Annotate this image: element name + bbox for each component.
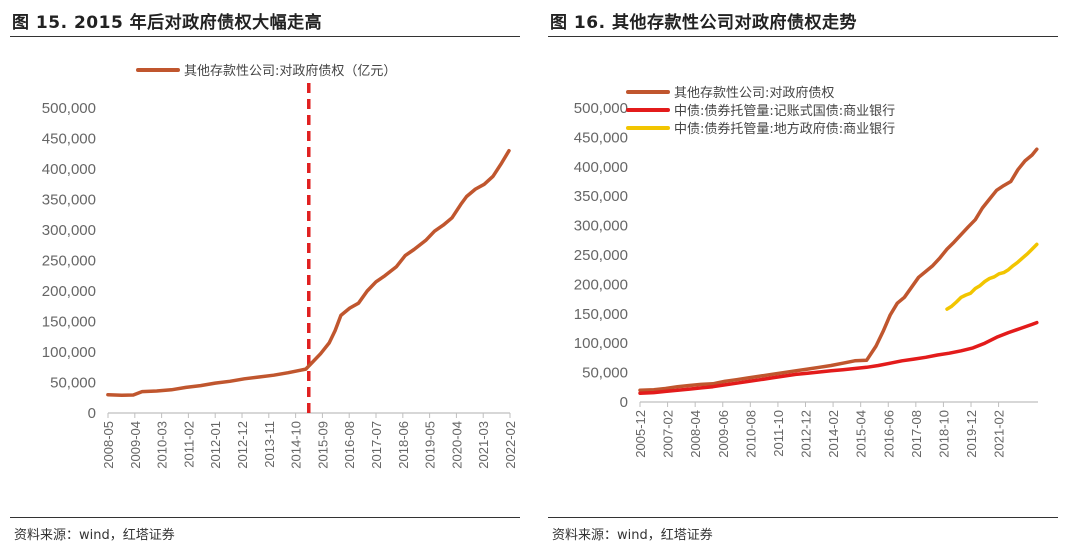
x-tick-label: 2019-05 xyxy=(423,421,438,469)
source-note: 资料来源：wind，红塔证券 xyxy=(14,528,175,543)
y-tick-label: 400,000 xyxy=(42,161,96,178)
y-tick-label: 250,000 xyxy=(574,247,628,264)
x-tick-label: 2010-03 xyxy=(155,421,170,469)
y-tick-label: 50,000 xyxy=(582,365,628,382)
figure-16-title: 图 16. 其他存款性公司对政府债权走势 xyxy=(550,13,857,33)
y-tick-label: 0 xyxy=(88,405,96,422)
x-tick-label: 2009-04 xyxy=(128,421,143,469)
source-note: 资料来源：wind，红塔证券 xyxy=(552,528,713,543)
x-tick-label: 2018-10 xyxy=(936,410,951,458)
x-tick-label: 2012-12 xyxy=(799,410,814,458)
y-tick-label: 450,000 xyxy=(574,129,628,146)
x-tick-label: 2019-12 xyxy=(964,410,979,458)
y-tick-label: 350,000 xyxy=(42,192,96,209)
x-tick-label: 2011-02 xyxy=(181,421,196,468)
x-tick-label: 2008-05 xyxy=(101,421,116,469)
x-tick-label: 2015-09 xyxy=(315,421,330,469)
x-tick-label: 2012-12 xyxy=(235,421,250,469)
legend-label-3: 中债:债券托管量:地方政府债:商业银行 xyxy=(674,121,895,137)
y-tick-label: 100,000 xyxy=(42,344,96,361)
y-tick-label: 200,000 xyxy=(574,276,628,293)
x-tick-label: 2016-08 xyxy=(342,421,357,469)
x-tick-label: 2015-04 xyxy=(854,410,869,458)
legend-label-1: 其他存款性公司:对政府债权（亿元） xyxy=(184,63,396,79)
y-tick-label: 150,000 xyxy=(574,306,628,323)
title-divider xyxy=(548,36,1058,37)
series-line-1 xyxy=(638,147,1039,392)
x-tick-label: 2017-08 xyxy=(909,410,924,458)
y-tick-label: 300,000 xyxy=(574,218,628,235)
chart-16-svg: 0 50,000 100,000 150,000 200,000 250,000 300,0… xyxy=(574,85,1039,458)
x-tick-label: 2016-06 xyxy=(881,410,896,458)
x-tick-label: 2021-03 xyxy=(476,421,491,469)
title-divider xyxy=(10,36,520,37)
x-tick-label: 2017-07 xyxy=(369,421,384,469)
figure-16-panel: 图 16. 其他存款性公司对政府债权走势 0 50,000 100,000 150,0… xyxy=(548,0,1068,550)
x-tick-label: 2010-08 xyxy=(743,410,758,458)
series-line-1 xyxy=(106,148,511,398)
footer-divider xyxy=(548,517,1058,518)
y-tick-label: 250,000 xyxy=(42,253,96,270)
y-tick-label: 200,000 xyxy=(42,283,96,300)
y-tick-label: 500,000 xyxy=(574,100,628,117)
x-tick-label: 2009-06 xyxy=(716,410,731,458)
y-tick-label: 400,000 xyxy=(574,159,628,176)
x-tick-label: 2018-06 xyxy=(396,421,411,469)
x-tick-label: 2011-10 xyxy=(771,410,786,457)
chart-15-svg: 0 50,000 100,000 150,000 200,000 250,000 300,0… xyxy=(42,63,518,469)
y-tick-label: 350,000 xyxy=(574,188,628,205)
x-tick-label: 2014-10 xyxy=(289,421,304,469)
x-tick-label: 2012-01 xyxy=(208,421,223,469)
x-tick-label: 2020-04 xyxy=(449,421,464,469)
figure-15-title: 图 15. 2015 年后对政府债权大幅走高 xyxy=(12,13,323,33)
x-tick-label: 2005-12 xyxy=(633,410,648,458)
series-line-3 xyxy=(945,242,1039,311)
x-tick-label: 2022-02 xyxy=(503,421,518,469)
legend-label-1: 其他存款性公司:对政府债权 xyxy=(674,85,834,101)
legend-label-2: 中债:债券托管量:记账式国债:商业银行 xyxy=(674,103,895,119)
x-tick-label: 2008-04 xyxy=(688,410,703,458)
x-tick-label: 2007-02 xyxy=(661,410,676,458)
footer-divider xyxy=(10,517,520,518)
y-tick-label: 500,000 xyxy=(42,100,96,117)
y-tick-label: 150,000 xyxy=(42,314,96,331)
y-tick-label: 450,000 xyxy=(42,131,96,148)
series-line-2 xyxy=(638,320,1039,395)
figure-15-panel: 图 15. 2015 年后对政府债权大幅走高 0 50,000 100,000 150… xyxy=(10,0,530,550)
x-tick-label: 2021-02 xyxy=(992,410,1007,458)
y-tick-label: 100,000 xyxy=(574,335,628,352)
x-tick-label: 2013-11 xyxy=(262,421,277,468)
x-tick-label: 2014-02 xyxy=(826,410,841,458)
y-tick-label: 0 xyxy=(620,394,628,411)
y-tick-label: 50,000 xyxy=(50,375,96,392)
y-tick-label: 300,000 xyxy=(42,222,96,239)
